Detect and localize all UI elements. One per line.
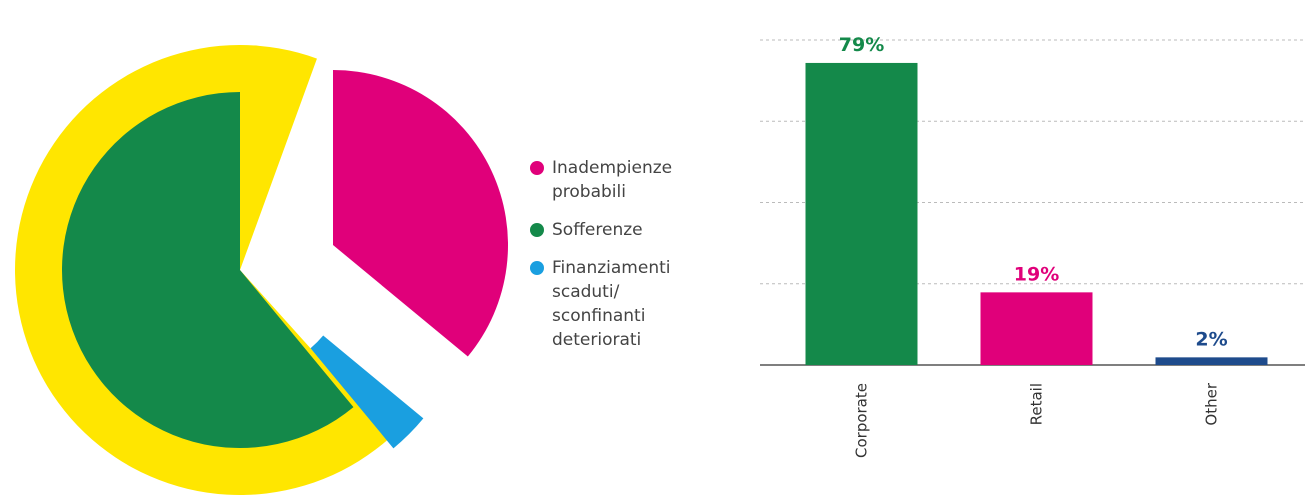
legend-item: Sofferenze xyxy=(530,218,677,242)
pie-slice xyxy=(310,335,424,449)
bar xyxy=(980,292,1093,365)
legend-label: Inadempienze probabili xyxy=(552,158,673,202)
legend-swatch xyxy=(530,223,544,237)
pie-slice xyxy=(62,92,354,448)
x-tick-label: Retail xyxy=(1028,383,1046,425)
bar xyxy=(805,62,918,366)
x-tick-label: Other xyxy=(1203,382,1221,425)
pie-slice xyxy=(333,70,508,357)
value-label: 19% xyxy=(1014,263,1059,285)
bar xyxy=(1155,357,1268,365)
legend-swatch xyxy=(530,261,544,275)
legend: Inadempienze probabili Sofferenze Finanzia… xyxy=(530,156,677,366)
legend-label: Finanziamenti scaduti/ sconfinanti deter… xyxy=(552,258,671,350)
value-label: 79% xyxy=(839,34,884,56)
legend-item: Inadempienze probabili xyxy=(530,156,677,204)
x-tick-label: Corporate xyxy=(853,383,871,458)
legend-item: Finanziamenti scaduti/ sconfinanti deter… xyxy=(530,256,677,352)
legend-swatch xyxy=(530,161,544,175)
legend-label: Sofferenze xyxy=(552,220,643,240)
value-label: 2% xyxy=(1195,328,1227,350)
